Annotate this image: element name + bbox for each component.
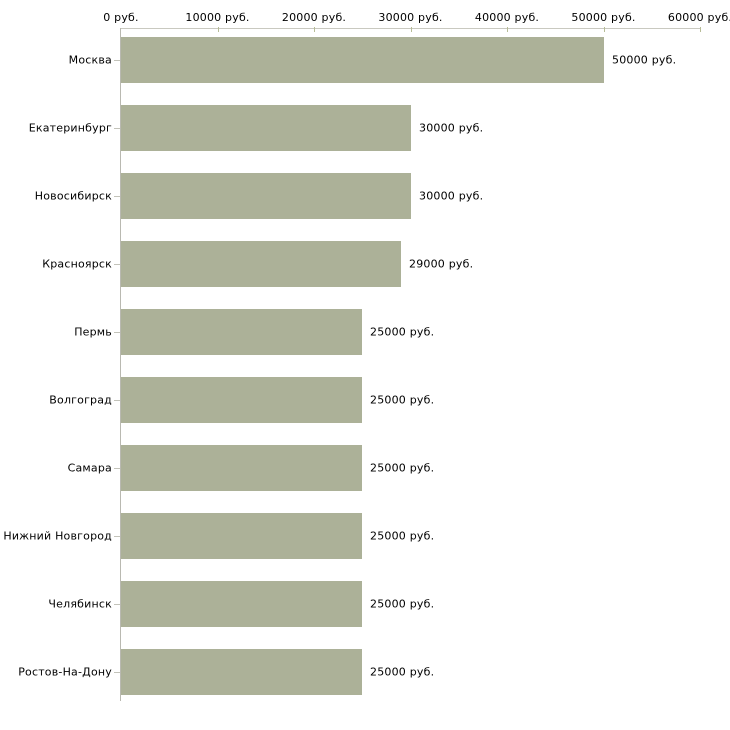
- value-label: 50000 руб.: [612, 53, 677, 67]
- value-label: 25000 руб.: [370, 529, 435, 543]
- value-label: 29000 руб.: [409, 257, 474, 271]
- category-label: Пермь: [74, 325, 112, 339]
- value-label: 30000 руб.: [419, 121, 484, 135]
- category-tick: [114, 60, 120, 61]
- category-tick: [114, 128, 120, 129]
- y-axis-line: [120, 28, 121, 701]
- category-label: Нижний Новгород: [3, 529, 112, 543]
- x-axis-tick: [410, 27, 412, 32]
- category-label: Новосибирск: [34, 189, 112, 203]
- category-label: Челябинск: [48, 597, 112, 611]
- category-label: Ростов-На-Дону: [18, 665, 112, 679]
- x-axis-tick: [314, 27, 315, 32]
- bar: [121, 445, 362, 491]
- bar: [121, 37, 604, 83]
- category-tick: [114, 332, 120, 333]
- category-label: Москва: [68, 53, 112, 67]
- bar: [121, 241, 401, 287]
- category-tick: [114, 400, 120, 401]
- value-label: 25000 руб.: [370, 597, 435, 611]
- value-label: 25000 руб.: [370, 665, 435, 679]
- bar: [121, 105, 411, 151]
- x-axis-tick: [603, 27, 605, 32]
- x-axis-tick: [217, 27, 219, 32]
- bar: [121, 309, 362, 355]
- category-tick: [114, 196, 120, 197]
- value-label: 25000 руб.: [370, 325, 435, 339]
- x-axis-tick: [507, 27, 508, 32]
- category-label: Самара: [67, 461, 112, 475]
- category-tick: [114, 604, 120, 605]
- x-axis-tick-label: 20000 руб.: [281, 11, 347, 24]
- value-label: 25000 руб.: [370, 461, 435, 475]
- x-axis-tick: [700, 27, 701, 32]
- category-label: Екатеринбург: [28, 121, 112, 135]
- bar: [121, 173, 411, 219]
- x-axis-tick-label: 60000 руб.: [667, 11, 730, 24]
- x-axis-tick-label: 50000 руб.: [571, 11, 636, 24]
- value-label: 30000 руб.: [419, 189, 484, 203]
- bar: [121, 513, 362, 559]
- x-axis-tick-label: 10000 руб.: [185, 11, 250, 24]
- category-tick: [114, 536, 120, 537]
- x-axis-line: [120, 28, 700, 29]
- category-tick: [114, 672, 120, 673]
- bar: [121, 581, 362, 627]
- category-label: Красноярск: [42, 257, 112, 271]
- value-label: 25000 руб.: [370, 393, 435, 407]
- category-tick: [114, 468, 120, 469]
- x-axis-tick-label: 30000 руб.: [378, 11, 443, 24]
- bar: [121, 377, 362, 423]
- x-axis-tick-label: 0 руб.: [103, 11, 139, 24]
- category-tick: [114, 264, 120, 265]
- x-axis-tick-label: 40000 руб.: [474, 11, 540, 24]
- bar: [121, 649, 362, 695]
- category-label: Волгоград: [49, 393, 112, 407]
